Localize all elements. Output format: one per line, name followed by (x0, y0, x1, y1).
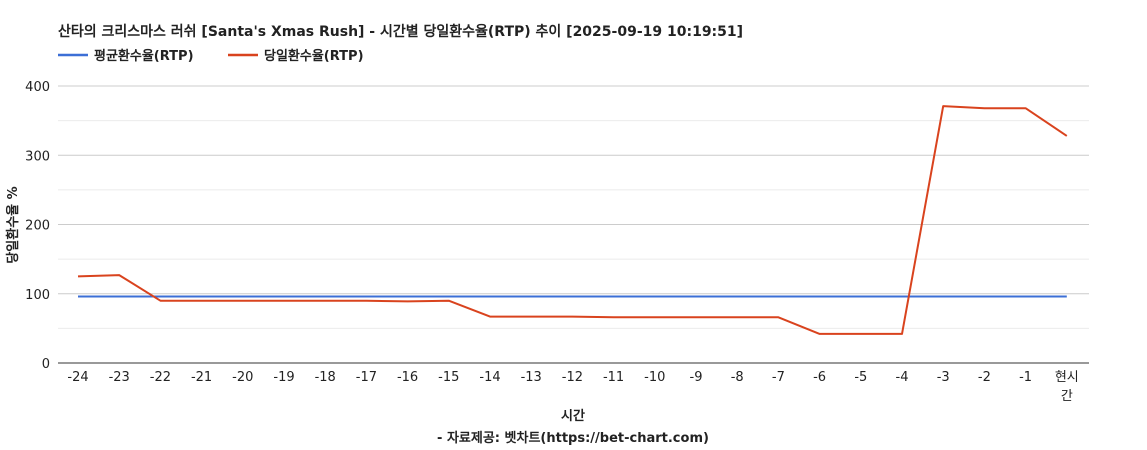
x-tick-label: -5 (854, 370, 867, 385)
x-tick-label: -9 (690, 370, 703, 385)
y-axis-ticks: 0 100 200 300 400 (25, 80, 50, 372)
x-tick-label: -22 (150, 370, 171, 385)
x-tick-label: -21 (191, 370, 212, 385)
x-tick-label: -13 (521, 370, 542, 385)
source-credit: - 자료제공: 벳차트(https://bet-chart.com) (437, 430, 709, 446)
y-tick-label: 300 (25, 149, 50, 164)
x-axis-ticks: -24 -23 -22 -21 -20 -19 -18 -17 -16 -15 -14 -13 -12 -… (67, 370, 1078, 404)
y-tick-label: 0 (42, 357, 50, 372)
x-tick-label: -24 (67, 370, 88, 385)
legend-label-daily-rtp: 당일환수율(RTP) (264, 48, 364, 64)
x-tick-label: -17 (356, 370, 377, 385)
grid (58, 85, 1089, 364)
x-tick-label: -11 (603, 370, 624, 385)
x-tick-label: 현시 간 (1055, 370, 1079, 404)
x-tick-label: -4 (896, 370, 909, 385)
x-axis-title: 시간 (561, 408, 585, 424)
x-tick-label: -3 (937, 370, 950, 385)
x-tick-label: -20 (232, 370, 253, 385)
legend: 평균환수율(RTP) 당일환수율(RTP) (58, 48, 364, 64)
y-tick-label: 400 (25, 80, 50, 95)
chart-title: 산타의 크리스마스 러쉬 [Santa's Xmas Rush] - 시간별 당… (58, 23, 743, 40)
series-line-daily-rtp (77, 105, 1068, 335)
x-tick-label: -14 (479, 370, 500, 385)
legend-label-average-rtp: 평균환수율(RTP) (94, 48, 194, 64)
x-tick-label: -1 (1019, 370, 1032, 385)
y-tick-label: 100 (25, 288, 50, 303)
x-tick-label: -18 (315, 370, 336, 385)
x-tick-label: -12 (562, 370, 583, 385)
x-tick-label: -7 (772, 370, 785, 385)
x-tick-label: -15 (438, 370, 459, 385)
x-tick-label: -2 (978, 370, 991, 385)
x-tick-label: -10 (644, 370, 665, 385)
x-tick-label: -8 (731, 370, 744, 385)
x-tick-label: -16 (397, 370, 418, 385)
x-tick-label: -19 (273, 370, 294, 385)
x-tick-label: -23 (109, 370, 130, 385)
series-lines (77, 105, 1068, 335)
y-axis-title: 당일환수율 % (5, 186, 21, 263)
y-tick-label: 200 (25, 219, 50, 234)
x-tick-label: -6 (813, 370, 826, 385)
